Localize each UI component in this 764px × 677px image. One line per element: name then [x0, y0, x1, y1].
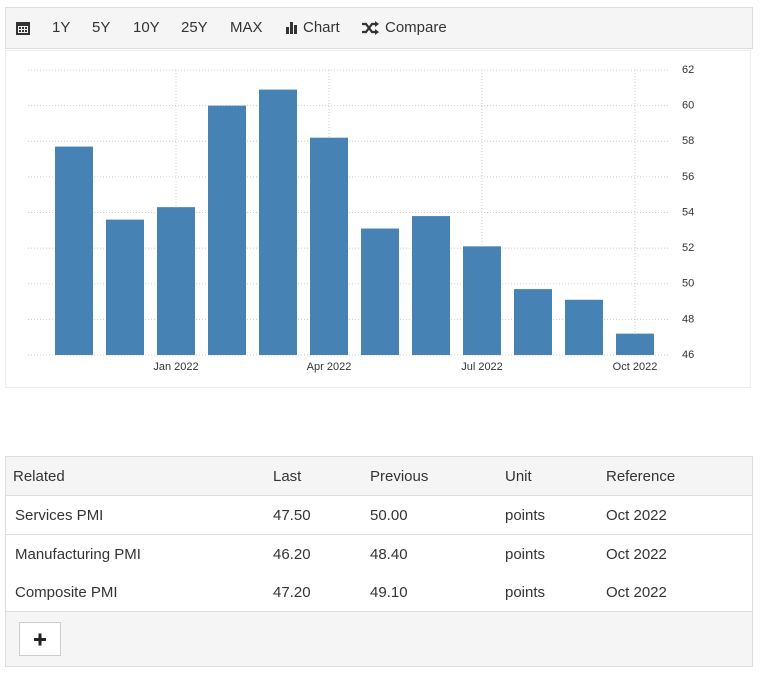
bar: [310, 137, 348, 355]
column-header: Related: [13, 468, 65, 485]
bar: [463, 246, 501, 355]
chart-button[interactable]: Chart: [303, 19, 340, 36]
column-header: Previous: [370, 468, 429, 485]
x-tick-label: Jul 2022: [461, 361, 503, 373]
table-cell: points: [505, 545, 546, 563]
column-header: Unit: [505, 468, 532, 485]
bar: [412, 216, 450, 355]
table-cell: Manufacturing PMI: [15, 545, 141, 563]
add-button[interactable]: [19, 622, 61, 656]
bar: [55, 146, 93, 355]
range-button[interactable]: 25Y: [181, 19, 208, 36]
table-cell: 50.00: [370, 507, 408, 524]
compare-icon[interactable]: [361, 20, 379, 36]
table-cell: 49.10: [370, 584, 408, 601]
bar: [616, 333, 654, 355]
table-cell: Oct 2022: [606, 545, 667, 563]
chart-icon[interactable]: [285, 21, 299, 35]
column-header: Last: [273, 468, 302, 485]
bar: [514, 289, 552, 355]
chart: 46 48 50 52 54 56 58 60 62 Jan 2022 Apr 2022 Jul 20…: [28, 64, 694, 373]
bar: [106, 219, 144, 355]
range-button[interactable]: MAX: [230, 19, 263, 36]
table-cell: Services PMI: [15, 507, 104, 524]
x-tick-label: Jan 2022: [153, 361, 198, 373]
y-tick-label: 46: [682, 349, 694, 361]
range-button[interactable]: 5Y: [92, 19, 111, 36]
table-cell: 47.20: [273, 584, 311, 601]
y-tick-label: 60: [682, 100, 694, 112]
bar: [565, 299, 603, 355]
y-tick-label: 56: [682, 171, 694, 183]
toolbar: 1Y 5Y 10Y 25Y MAX Chart Compare: [5, 7, 753, 49]
related-table: Related Last Previous Unit Reference Services…: [5, 456, 753, 667]
table-cell: 47.50: [273, 507, 311, 524]
plus-icon[interactable]: [20, 623, 60, 655]
table-cell: Oct 2022: [606, 584, 667, 601]
table-row: Manufacturing PMI 46.20 48.40 points Oct 202…: [6, 534, 752, 574]
header-row: Related Last Previous Unit Reference: [6, 457, 752, 496]
table-cell: Composite PMI: [15, 584, 118, 601]
range-button[interactable]: 1Y: [52, 19, 71, 36]
table-cell: 48.40: [370, 545, 408, 563]
table-row: Services PMI 47.50 50.00 points Oct 2022: [6, 496, 752, 535]
x-tick-label: Oct 2022: [613, 361, 658, 373]
chart-box: 46 48 50 52 54 56 58 60 62 Jan 2022 Apr 2022 Jul 20…: [5, 50, 751, 388]
table-row: Composite PMI 47.20 49.10 points Oct 2022: [6, 573, 752, 612]
bar: [208, 105, 246, 355]
x-tick-label: Apr 2022: [307, 361, 352, 373]
range-button[interactable]: 10Y: [133, 19, 160, 36]
table-cell: points: [505, 584, 546, 601]
column-header: Reference: [606, 468, 676, 485]
y-tick-label: 54: [682, 206, 694, 218]
table-cell: 46.20: [273, 545, 311, 563]
table-cell: Oct 2022: [606, 507, 667, 524]
y-tick-label: 48: [682, 313, 694, 325]
table-cell: points: [505, 507, 546, 524]
y-tick-label: 62: [682, 64, 694, 76]
y-tick-label: 52: [682, 242, 694, 254]
y-tick-label: 50: [682, 278, 694, 290]
y-tick-label: 58: [682, 135, 694, 147]
bar: [361, 228, 399, 355]
compare-button[interactable]: Compare: [385, 19, 447, 36]
bar: [259, 89, 297, 355]
calendar-icon[interactable]: [16, 21, 30, 35]
bar: [157, 207, 195, 355]
